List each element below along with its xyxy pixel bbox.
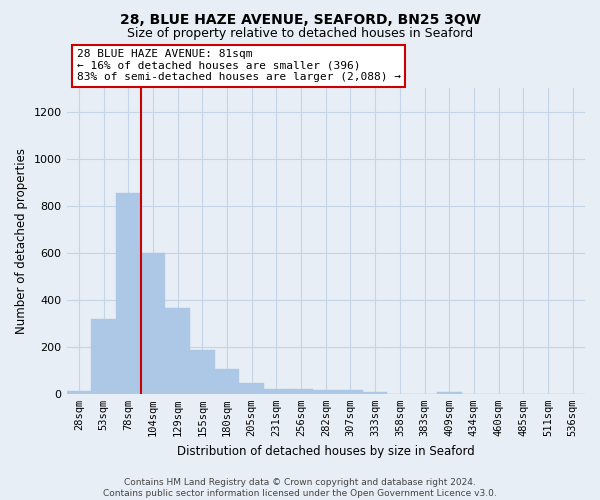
Bar xyxy=(215,369,239,394)
Y-axis label: Number of detached properties: Number of detached properties xyxy=(15,148,28,334)
Bar xyxy=(437,392,461,394)
Bar xyxy=(264,388,289,394)
Bar xyxy=(338,390,363,394)
Text: 28, BLUE HAZE AVENUE, SEAFORD, BN25 3QW: 28, BLUE HAZE AVENUE, SEAFORD, BN25 3QW xyxy=(119,12,481,26)
Bar xyxy=(165,308,190,394)
Bar xyxy=(363,392,388,394)
Text: Size of property relative to detached houses in Seaford: Size of property relative to detached ho… xyxy=(127,28,473,40)
Bar xyxy=(91,318,116,394)
Bar xyxy=(289,388,313,394)
Text: Contains HM Land Registry data © Crown copyright and database right 2024.
Contai: Contains HM Land Registry data © Crown c… xyxy=(103,478,497,498)
Bar xyxy=(140,253,165,394)
Bar xyxy=(190,350,215,394)
Text: 28 BLUE HAZE AVENUE: 81sqm
← 16% of detached houses are smaller (396)
83% of sem: 28 BLUE HAZE AVENUE: 81sqm ← 16% of deta… xyxy=(77,49,401,82)
Bar xyxy=(67,392,91,394)
Bar xyxy=(239,382,264,394)
Bar xyxy=(116,193,140,394)
Bar xyxy=(313,390,338,394)
X-axis label: Distribution of detached houses by size in Seaford: Distribution of detached houses by size … xyxy=(177,444,475,458)
